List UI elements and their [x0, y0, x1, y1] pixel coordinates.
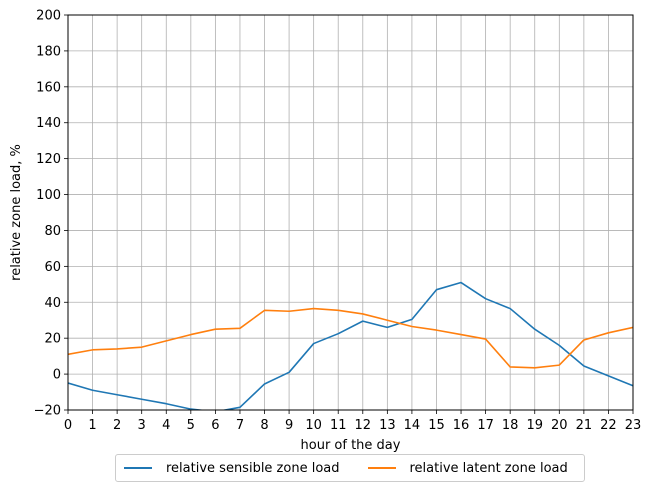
legend-item-sensible: relative sensible zone load: [124, 461, 340, 476]
legend-swatch-latent: [367, 467, 396, 469]
y-tick-label: −20: [34, 404, 61, 419]
x-tick-label: 5: [187, 418, 195, 433]
x-tick-label: 9: [285, 418, 293, 433]
y-tick-label: 100: [36, 188, 61, 203]
plot-area-frame: [67, 14, 634, 411]
x-tick-label: 2: [113, 418, 121, 433]
x-tick-label: 23: [625, 418, 642, 433]
x-tick-label: 3: [138, 418, 146, 433]
legend-item-latent: relative latent zone load: [367, 460, 568, 476]
x-tick-label: 21: [576, 418, 593, 433]
legend-label-latent: relative latent zone load: [409, 460, 568, 476]
legend-swatch-sensible: [124, 467, 152, 469]
y-tick-label: 140: [36, 116, 61, 131]
x-tick-label: 19: [526, 418, 543, 433]
x-tick-label: 1: [88, 418, 96, 433]
x-tick-label: 0: [64, 418, 72, 433]
y-tick-label: 80: [44, 224, 61, 239]
series-line-latent: [68, 307, 633, 369]
y-axis-ticks: −20 0 20 40 60 80 100 120 140 160 180 200: [34, 9, 68, 419]
y-tick-label: 120: [36, 152, 61, 167]
x-tick-label: 7: [236, 418, 244, 433]
y-tick-label: 180: [36, 44, 61, 59]
x-tick-label: 17: [477, 418, 494, 433]
series-line-sensible: [68, 281, 633, 410]
y-tick-label: 200: [36, 9, 61, 24]
x-tick-label: 16: [453, 418, 470, 433]
x-tick-label: 11: [330, 418, 347, 433]
x-tick-label: 14: [404, 418, 421, 433]
x-tick-label: 15: [428, 418, 445, 433]
y-tick-label: 40: [44, 296, 61, 311]
grid: [67, 14, 634, 411]
y-tick-label: 160: [36, 80, 61, 95]
x-tick-label: 10: [305, 418, 322, 433]
y-tick-label: 0: [53, 368, 61, 383]
x-tick-label: 18: [502, 418, 519, 433]
x-axis-ticks: 0 1 2 3 4 5 6 7 8 9 10 11 12 13 14 15 16 17 18 19 20 21 22 23: [64, 410, 641, 433]
x-axis-label: hour of the day: [301, 438, 401, 453]
x-tick-label: 13: [379, 418, 396, 433]
legend-label-sensible: relative sensible zone load: [166, 460, 340, 476]
series-lines: [68, 281, 633, 410]
y-tick-label: 60: [44, 260, 61, 275]
x-tick-label: 22: [600, 418, 617, 433]
y-axis-label: relative zone load, %: [9, 144, 24, 281]
x-tick-label: 20: [551, 418, 568, 433]
y-tick-label: 20: [44, 332, 61, 347]
x-tick-label: 6: [211, 418, 219, 433]
legend: relative sensible zone load relative lat…: [115, 454, 585, 482]
x-tick-label: 12: [355, 418, 372, 433]
x-tick-label: 4: [162, 418, 170, 433]
x-tick-label: 8: [260, 418, 268, 433]
